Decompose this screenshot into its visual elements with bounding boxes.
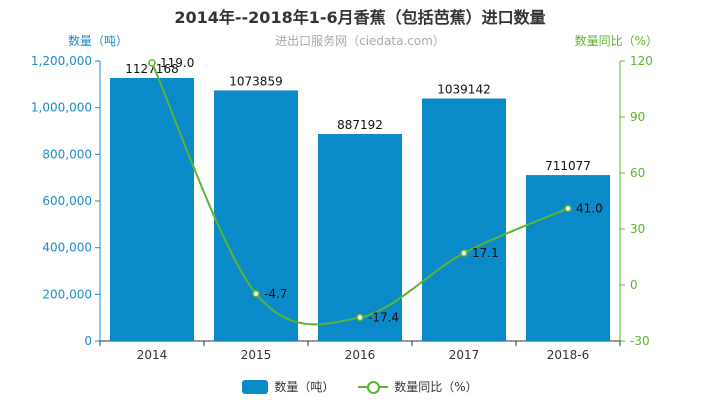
y-tick-left-label: 600,000 (42, 194, 92, 208)
bar-value-label: 1039142 (437, 83, 490, 97)
y-tick-right-label: -30 (630, 334, 650, 348)
y-tick-left-label: 200,000 (42, 287, 92, 301)
y-tick-left-label: 800,000 (42, 147, 92, 161)
y-tick-left-label: 1,000,000 (31, 101, 92, 115)
line-point (356, 313, 364, 322)
legend-line-label: 数量同比（%） (394, 380, 478, 394)
legend-item-bar[interactable]: 数量（吨） (242, 378, 334, 395)
x-tick-label: 2017 (449, 348, 480, 362)
line-value-label: 119.0 (160, 56, 194, 70)
line-point (564, 204, 572, 213)
y-tick-right-label: 0 (630, 278, 638, 292)
bar-value-label: 887192 (337, 118, 383, 132)
bar (422, 98, 506, 341)
x-tick-label: 2014 (137, 348, 168, 362)
line-value-label: -4.7 (264, 287, 287, 301)
bar-value-label: 1127168 (125, 62, 178, 76)
y-axis-left-label: 数量（吨） (68, 34, 129, 48)
legend-item-line[interactable]: 数量同比（%） (358, 378, 478, 395)
line-value-label: 41.0 (576, 201, 603, 215)
y-tick-right-label: 60 (630, 166, 645, 180)
y-tick-left-label: 0 (84, 334, 92, 348)
legend-bar-swatch (242, 379, 269, 394)
x-tick-label: 2015 (241, 348, 272, 362)
line-point (460, 249, 468, 257)
line-value-label: 17.1 (472, 246, 499, 260)
x-tick-label: 2016 (345, 348, 376, 362)
y-tick-left-label: 400,000 (42, 241, 92, 255)
legend-line-swatch (358, 380, 389, 394)
chart-title: 2014年--2018年1-6月香蕉（包括芭蕉）进口数量 (174, 8, 546, 27)
legend-bar-label: 数量（吨） (274, 380, 335, 394)
series-line (151, 62, 569, 326)
y-tick-right-label: 90 (630, 110, 645, 124)
bar (214, 90, 298, 342)
y-axis-right-label: 数量同比（%） (574, 34, 658, 48)
y-tick-right-label: 30 (630, 222, 645, 236)
x-tick-label: 2018-6 (547, 348, 590, 362)
line-point (148, 59, 156, 67)
line-value-label: -17.4 (368, 310, 399, 324)
y-tick-left-label: 1,200,000 (31, 54, 92, 68)
line-point (252, 290, 260, 298)
y-tick-right-label: 120 (630, 54, 653, 68)
legend: 数量（吨） 数量同比（%） (0, 378, 720, 397)
chart-subtitle: 进出口服务网（ciedata.com） (275, 34, 445, 48)
bar-value-label: 1073859 (229, 74, 282, 88)
bar (110, 77, 194, 341)
bar-value-label: 711077 (545, 159, 591, 173)
bar (526, 175, 610, 341)
